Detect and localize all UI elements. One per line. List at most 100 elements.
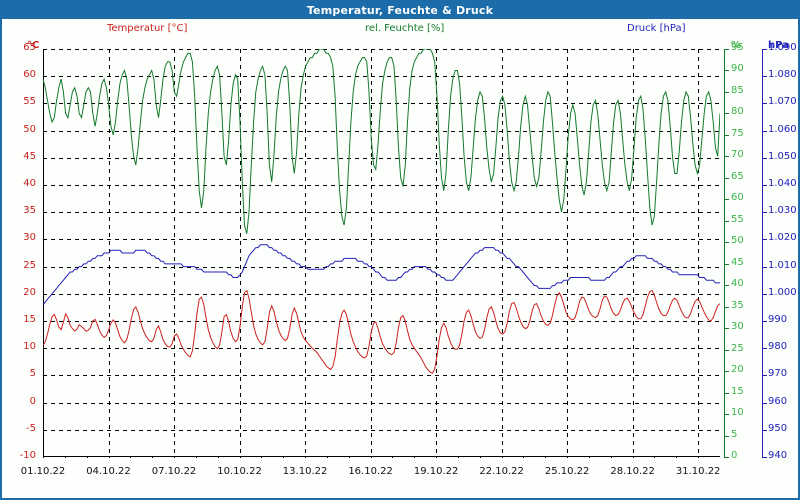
y-tick-temperature-25: 25 — [23, 259, 36, 271]
axis-tick-mark — [763, 76, 767, 77]
axis-tick-mark — [763, 212, 767, 213]
y-tick-temperature-40: 40 — [23, 178, 36, 189]
axis-tick-mark — [763, 267, 767, 268]
y-axis-temperature-unit: °C — [27, 40, 40, 51]
y-tick-humidity-30: 30 — [731, 321, 744, 333]
axis-tick-mark — [725, 393, 729, 394]
axis-tick-mark — [763, 375, 767, 376]
axis-tick-mark — [763, 131, 767, 132]
axis-tick-mark — [763, 103, 767, 104]
y-tick-humidity-90: 90 — [731, 63, 744, 75]
axis-tick-mark — [725, 350, 729, 351]
series-line-temperature — [43, 289, 720, 374]
axis-tick-mark — [763, 185, 767, 186]
y-tick-pressure-1070: 1.070 — [768, 96, 797, 108]
x-tick-label: 19.10.22 — [413, 466, 459, 477]
x-tick-label: 10.10.22 — [217, 466, 262, 477]
y-tick-humidity-85: 85 — [731, 84, 744, 96]
axis-tick-mark — [725, 414, 729, 415]
axis-tick-mark — [725, 113, 729, 114]
x-tick-label: 13.10.22 — [282, 466, 328, 477]
y-tick-pressure-1030: 1.030 — [768, 205, 797, 217]
y-tick-pressure-940: 940 — [768, 450, 788, 461]
y-axis-pressure-unit: hPa — [768, 40, 789, 51]
x-tick-label: 28.10.22 — [610, 466, 655, 477]
axis-tick-mark — [725, 49, 729, 50]
y-tick-humidity-40: 40 — [731, 278, 744, 290]
y-tick-pressure-1020: 1.020 — [768, 232, 797, 244]
y-tick-humidity-45: 45 — [731, 256, 744, 268]
y-tick-pressure-960: 960 — [768, 395, 788, 407]
y-tick-pressure-950: 950 — [768, 422, 788, 434]
axis-tick-mark — [763, 294, 767, 295]
y-tick-pressure-990: 990 — [768, 314, 788, 325]
y-tick-humidity-5: 5 — [731, 428, 738, 440]
axis-tick-mark — [725, 70, 729, 71]
axis-tick-mark — [763, 239, 767, 240]
y-tick-temperature-15: 15 — [23, 314, 36, 325]
x-tick-label: 16.10.22 — [348, 466, 393, 477]
axis-tick-mark — [763, 158, 767, 159]
axis-tick-mark — [725, 457, 729, 458]
plot-svg — [43, 49, 720, 458]
y-tick-humidity-80: 80 — [731, 106, 744, 118]
series-line-pressure — [43, 244, 720, 306]
window-title: Temperatur, Feuchte & Druck — [306, 4, 494, 17]
legend-item-humidity: rel. Feuchte [%] — [365, 23, 445, 34]
axis-tick-mark — [763, 321, 767, 322]
legend-item-temperature: Temperatur [°C] — [107, 23, 188, 34]
axis-tick-mark — [763, 430, 767, 431]
x-tick-label: 25.10.22 — [544, 466, 590, 477]
x-tick-label: 31.10.22 — [675, 466, 721, 477]
window-title-bar: Temperatur, Feuchte & Druck — [2, 2, 798, 19]
y-tick-temperature-60: 60 — [23, 69, 36, 81]
y-tick-humidity-0: 0 — [731, 450, 738, 461]
y-tick-humidity-35: 35 — [731, 299, 744, 311]
x-tick-label: 07.10.22 — [151, 466, 197, 477]
axis-tick-mark — [725, 92, 729, 93]
series-line-humidity — [43, 49, 720, 234]
chart-legend: Temperatur [°C] rel. Feuchte [%] Druck [… — [2, 21, 798, 37]
y-tick-pressure-1090: 1.090 — [768, 42, 797, 53]
axis-tick-mark — [725, 221, 729, 222]
y-tick-temperature-50: 50 — [23, 123, 36, 135]
y-tick-humidity-15: 15 — [731, 385, 744, 397]
axis-tick-mark — [725, 436, 729, 437]
y-tick-humidity-95: 95 — [731, 42, 744, 53]
y-tick-humidity-60: 60 — [731, 192, 744, 204]
y-tick-humidity-55: 55 — [731, 213, 744, 225]
y-tick-temperature-20: 20 — [23, 286, 36, 298]
axis-tick-mark — [725, 242, 729, 243]
y-tick-temperature-30: 30 — [23, 232, 36, 244]
axis-tick-mark — [725, 135, 729, 136]
y-tick-temperature-neg10: -10 — [19, 450, 36, 461]
axis-tick-mark — [763, 403, 767, 404]
y-tick-humidity-25: 25 — [731, 342, 744, 354]
y-tick-humidity-65: 65 — [731, 170, 744, 182]
y-tick-temperature-10: 10 — [23, 341, 36, 353]
axis-tick-mark — [725, 307, 729, 308]
y-tick-humidity-70: 70 — [731, 149, 744, 161]
axis-tick-mark — [725, 156, 729, 157]
y-tick-pressure-1040: 1.040 — [768, 178, 797, 189]
y-tick-pressure-980: 980 — [768, 341, 788, 353]
axis-tick-mark — [763, 49, 767, 50]
y-tick-humidity-75: 75 — [731, 127, 744, 139]
y-tick-pressure-1050: 1.050 — [768, 150, 797, 162]
y-tick-pressure-1080: 1.080 — [768, 69, 797, 81]
axis-tick-mark — [725, 285, 729, 286]
y-tick-temperature-0: 0 — [29, 395, 36, 407]
plot-background — [43, 49, 720, 457]
y-tick-temperature-neg5: -5 — [26, 422, 36, 434]
x-tick-label: 01.10.22 — [20, 466, 66, 477]
humidity-axis-line — [724, 49, 725, 458]
y-tick-pressure-1010: 1.010 — [768, 259, 797, 271]
axis-tick-mark — [725, 199, 729, 200]
y-tick-temperature-55: 55 — [23, 96, 36, 108]
y-tick-temperature-45: 45 — [23, 150, 36, 162]
y-tick-humidity-10: 10 — [731, 407, 744, 419]
pressure-axis-line — [762, 49, 763, 458]
y-tick-pressure-1000: 1.000 — [768, 286, 797, 298]
y-tick-humidity-50: 50 — [731, 235, 744, 247]
y-tick-temperature-5: 5 — [29, 368, 36, 380]
